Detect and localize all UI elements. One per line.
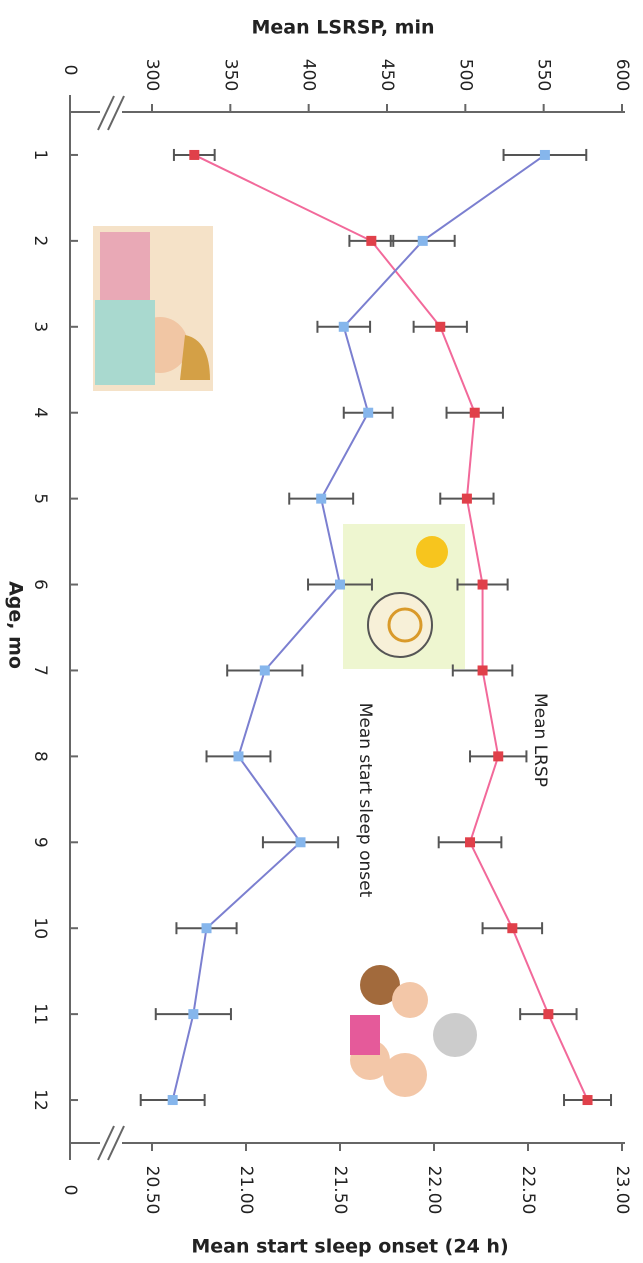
illustration-sun-head [343,524,465,669]
point-marker [296,837,306,847]
point-marker [493,751,503,761]
point-marker [478,580,488,590]
axis-break-label: 0 [60,1185,80,1196]
x-tick-label: 5 [30,493,50,504]
top-axis-title: Mean LSRSP, min [252,17,435,39]
point-marker [507,923,517,933]
point-marker [168,1095,178,1105]
point-marker [188,1009,198,1019]
point-marker [465,837,475,847]
x-tick-label: 4 [30,407,50,418]
point-marker [418,236,428,246]
point-marker [233,751,243,761]
x-tick-label: 11 [30,1003,50,1025]
point-marker [339,322,349,332]
axis-break-label: 0 [60,65,80,76]
x-tick-label: 8 [30,751,50,762]
page: Mean LSRSP, min Mean start sleep onset (… [0,0,643,1263]
x-tick-label: 1 [30,150,50,161]
y2-tick-label: 20.50 [142,1166,162,1215]
y-tick-label: 600 [612,59,632,91]
x-tick-label: 10 [30,917,50,939]
point-marker [335,580,345,590]
point-marker [366,236,376,246]
point-marker [363,408,373,418]
y-tick-label: 400 [299,59,319,91]
point-marker [260,665,270,675]
y-tick-label: 450 [377,59,397,91]
y-tick-label: 300 [142,59,162,91]
x-tick-label: 7 [30,665,50,676]
chart: Mean LSRSP, min Mean start sleep onset (… [0,0,643,1263]
y2-tick-label: 23.00 [612,1166,632,1215]
x-tick-label: 2 [30,235,50,246]
x-tick-label: 3 [30,321,50,332]
point-marker [202,923,212,933]
point-marker [478,665,488,675]
point-marker [470,408,480,418]
y2-tick-label: 21.00 [236,1166,256,1215]
x-tick-label: 9 [30,837,50,848]
illustration-family [343,958,485,1110]
age-axis-title: Age, mo [5,581,27,669]
point-marker [316,494,326,504]
point-marker [540,150,550,160]
point-marker [462,494,472,504]
point-marker [543,1009,553,1019]
illustration-mother-baby [93,226,213,391]
y2-tick-label: 22.50 [518,1166,538,1215]
y-tick-label: 500 [455,59,475,91]
point-marker [189,150,199,160]
point-marker [435,322,445,332]
y2-tick-label: 21.50 [330,1166,350,1215]
point-marker [583,1095,593,1105]
bottom-axis-title: Mean start sleep onset (24 h) [191,1236,508,1258]
y2-tick-label: 22.00 [424,1166,444,1215]
x-tick-label: 6 [30,579,50,590]
y-tick-label: 350 [220,59,240,91]
x-tick-label: 12 [30,1089,50,1111]
series-label: Mean LRSP [530,693,550,787]
y-tick-label: 550 [534,59,554,91]
series-label: Mean start sleep onset [355,703,375,898]
